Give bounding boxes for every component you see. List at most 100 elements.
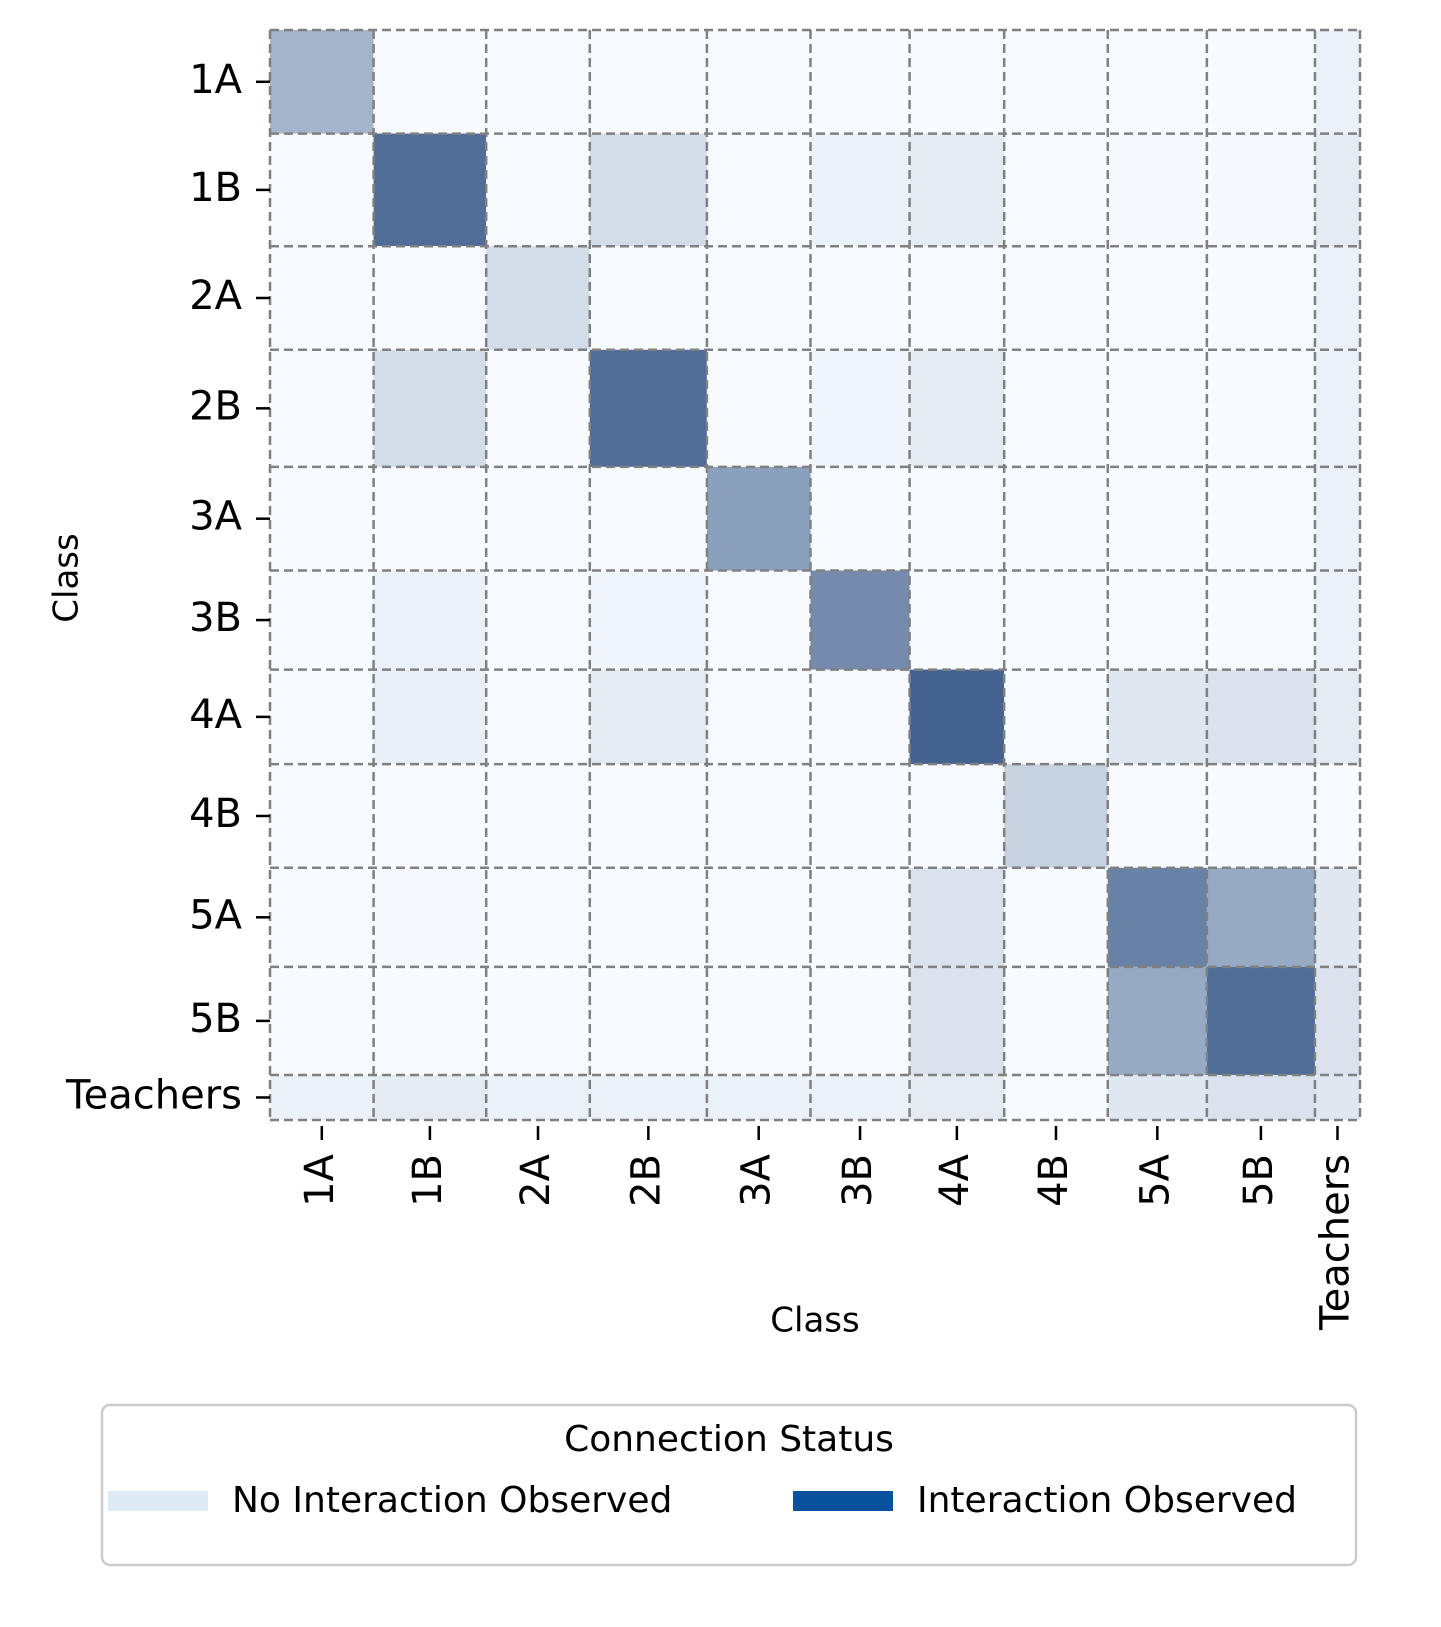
heatmap-cell bbox=[1004, 30, 1108, 134]
heatmap-cell bbox=[1004, 133, 1108, 247]
y-tick-label: 1B bbox=[189, 165, 242, 211]
y-axis-label: Class bbox=[47, 533, 87, 622]
heatmap-cell bbox=[373, 669, 487, 765]
heatmap-cell bbox=[1314, 966, 1360, 1075]
heatmap-cell bbox=[270, 30, 374, 134]
heatmap-cell bbox=[909, 30, 1005, 134]
y-tick-label: 4A bbox=[189, 692, 242, 738]
heatmap-cell bbox=[706, 246, 811, 350]
x-tick-label: 1B bbox=[405, 1154, 451, 1207]
legend-box bbox=[100, 1403, 1358, 1567]
heatmap-cell bbox=[270, 867, 374, 967]
heatmap-cell bbox=[706, 764, 811, 868]
heatmap-cell bbox=[1206, 133, 1315, 247]
x-tick-label: 5B bbox=[1236, 1154, 1282, 1207]
heatmap-cell bbox=[270, 246, 374, 350]
x-axis-label: Class bbox=[770, 1301, 859, 1341]
heatmap-cell bbox=[706, 669, 811, 765]
heatmap-cell bbox=[810, 966, 910, 1075]
heatmap-cell bbox=[270, 669, 374, 765]
heatmap-cell bbox=[373, 867, 487, 967]
heatmap-cell bbox=[1004, 570, 1108, 670]
heatmap-cell bbox=[1107, 966, 1207, 1075]
heatmap-cell bbox=[373, 30, 487, 134]
heatmap-cell bbox=[1004, 764, 1108, 868]
heatmap-cell bbox=[909, 867, 1005, 967]
heatmap-cell bbox=[589, 30, 707, 134]
heatmap-cell bbox=[486, 570, 590, 670]
heatmap-cell bbox=[589, 764, 707, 868]
heatmap-cell bbox=[706, 133, 811, 247]
heatmap-cell bbox=[810, 867, 910, 967]
heatmap-cell bbox=[589, 966, 707, 1075]
heatmap-cell bbox=[1107, 867, 1207, 967]
heatmap-cell bbox=[589, 349, 707, 467]
x-tick-label: 5A bbox=[1132, 1153, 1178, 1206]
heatmap-cell bbox=[909, 246, 1005, 350]
y-tick-label: 5A bbox=[189, 892, 242, 938]
heatmap-cell bbox=[373, 764, 487, 868]
heatmap-cell bbox=[486, 764, 590, 868]
legend-swatch bbox=[793, 1491, 893, 1511]
heatmap-cell bbox=[1107, 764, 1207, 868]
heatmap-cell bbox=[270, 764, 374, 868]
heatmap-cell bbox=[1004, 466, 1108, 571]
heatmap-cell bbox=[270, 966, 374, 1075]
x-tick-label: 1A bbox=[297, 1153, 343, 1206]
heatmap-cell bbox=[909, 764, 1005, 868]
y-tick-label: 2A bbox=[189, 273, 242, 319]
heatmap-cell bbox=[1206, 570, 1315, 670]
heatmap-cell bbox=[486, 30, 590, 134]
heatmap-cell bbox=[706, 867, 811, 967]
heatmap-cell bbox=[270, 1074, 374, 1120]
heatmap-cell bbox=[1107, 669, 1207, 765]
heatmap-cell bbox=[486, 669, 590, 765]
legend-label: Interaction Observed bbox=[917, 1480, 1297, 1521]
heatmap-cell bbox=[589, 570, 707, 670]
heatmap-cell bbox=[1314, 764, 1360, 868]
heatmap-cell bbox=[810, 133, 910, 247]
heatmap-cell bbox=[1206, 30, 1315, 134]
heatmap-cell bbox=[810, 764, 910, 868]
heatmap-cell bbox=[909, 349, 1005, 467]
heatmap-cell bbox=[589, 466, 707, 571]
x-tick-label: 2A bbox=[513, 1153, 559, 1206]
heatmap-cell bbox=[1107, 570, 1207, 670]
heatmap-cell bbox=[706, 466, 811, 571]
heatmap-cell bbox=[909, 466, 1005, 571]
heatmap-cell bbox=[1206, 764, 1315, 868]
x-tick-label: 2B bbox=[623, 1154, 669, 1207]
heatmap-cell bbox=[486, 1074, 590, 1120]
heatmap-cell bbox=[373, 1074, 487, 1120]
heatmap-cell bbox=[270, 133, 374, 247]
y-tick-label: 5B bbox=[189, 996, 242, 1042]
heatmap-cell bbox=[373, 349, 487, 467]
y-tick-label: Teachers bbox=[65, 1072, 242, 1118]
heatmap-cell bbox=[373, 966, 487, 1075]
heatmap-cell bbox=[1314, 133, 1360, 247]
heatmap-cell bbox=[706, 966, 811, 1075]
heatmap-cell bbox=[909, 1074, 1005, 1120]
y-tick-label: 3B bbox=[189, 595, 242, 641]
heatmap-cell bbox=[1206, 669, 1315, 765]
heatmap-cell bbox=[1004, 966, 1108, 1075]
heatmap-cell bbox=[589, 867, 707, 967]
heatmap-cell bbox=[373, 466, 487, 571]
heatmap-cell bbox=[706, 1074, 811, 1120]
heatmap-cell bbox=[1314, 466, 1360, 571]
heatmap-cell bbox=[486, 466, 590, 571]
x-tick-label: 3A bbox=[734, 1153, 780, 1206]
heatmap-cell bbox=[1314, 246, 1360, 350]
heatmap-cell bbox=[589, 1074, 707, 1120]
heatmap-cell bbox=[373, 133, 487, 247]
heatmap-cell bbox=[810, 570, 910, 670]
heatmap-cell bbox=[909, 669, 1005, 765]
y-tick-label: 4B bbox=[189, 791, 242, 837]
heatmap-cell bbox=[1206, 349, 1315, 467]
heatmap-cell bbox=[1206, 246, 1315, 350]
heatmap-cell bbox=[810, 466, 910, 571]
heatmap-cell bbox=[706, 30, 811, 134]
heatmap-cell bbox=[486, 133, 590, 247]
heatmap-cell bbox=[1004, 1074, 1108, 1120]
heatmap-cell bbox=[810, 246, 910, 350]
